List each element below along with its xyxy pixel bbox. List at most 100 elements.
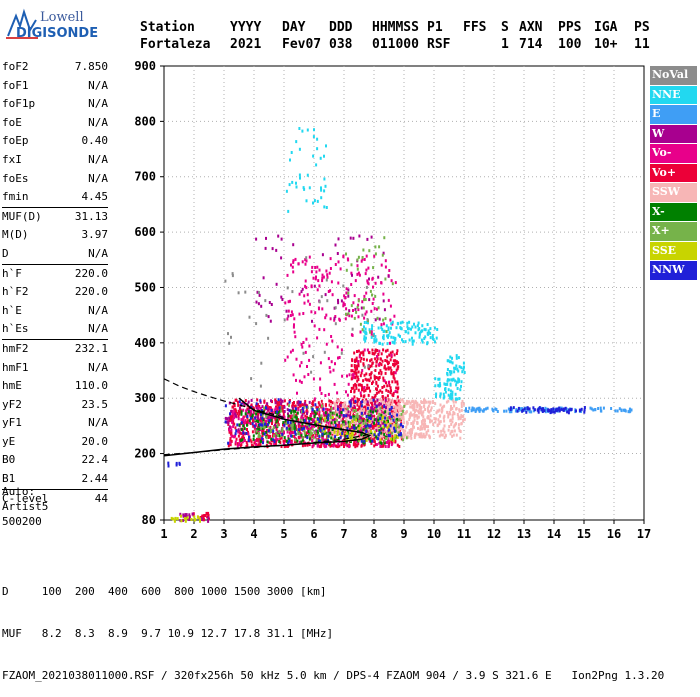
- echo-point-ssw: [397, 428, 400, 432]
- echo-point-w: [283, 410, 286, 413]
- echo-point-x: [246, 423, 248, 427]
- echo-point-w: [315, 429, 318, 433]
- echo-point-x: [265, 430, 268, 434]
- echo-point-nne: [377, 326, 380, 330]
- echo-point-nnw: [283, 423, 286, 427]
- labels-3: DDD: [329, 20, 353, 35]
- echo-point-nnw: [254, 416, 257, 420]
- echo-point-vo: [299, 427, 302, 431]
- echo-point-ssw: [424, 425, 426, 429]
- echo-point-vo: [363, 405, 366, 409]
- echo-point-vo: [287, 300, 290, 304]
- echo-point-nne: [456, 380, 459, 384]
- echo-point-x: [260, 426, 263, 430]
- echo-point-x: [362, 306, 365, 310]
- echo-point-ssw: [402, 416, 405, 420]
- echo-point-nnw: [523, 407, 526, 411]
- echo-point-vo: [356, 408, 359, 412]
- echo-point-vo: [370, 402, 373, 406]
- echo-point-e: [629, 409, 632, 413]
- echo-point-vo: [247, 432, 250, 436]
- echo-point-ssw: [355, 398, 357, 402]
- echo-point-vo: [338, 444, 341, 448]
- echo-point-ssw: [342, 434, 344, 437]
- echo-point-ssw: [427, 400, 430, 404]
- echo-point-vo: [328, 366, 331, 370]
- echo-point-sse: [379, 438, 382, 442]
- echo-point-ssw: [394, 418, 396, 422]
- echo-point-vo: [357, 308, 360, 312]
- echo-point-nnw: [389, 424, 392, 428]
- echo-point-sse: [392, 439, 395, 443]
- param-name: hmF2: [2, 341, 29, 355]
- echo-point-ssw: [413, 418, 416, 422]
- echo-point-nnw: [326, 441, 329, 445]
- echo-point-vo: [258, 405, 261, 408]
- echo-point-vo: [333, 318, 336, 322]
- echo-point-vo: [379, 357, 382, 361]
- echo-point-w: [360, 416, 363, 420]
- echo-point-x: [355, 409, 357, 412]
- echo-point-vo: [234, 440, 237, 444]
- echo-point-nne: [452, 378, 455, 381]
- echo-point-ssw: [448, 425, 451, 428]
- echo-point-vo: [376, 307, 378, 311]
- echo-point-x: [243, 427, 246, 431]
- echo-point-vo: [353, 434, 356, 437]
- echo-point-nne: [460, 384, 462, 388]
- echo-point-vo: [356, 350, 358, 353]
- echo-point-vo: [234, 434, 236, 438]
- echo-point-vo: [371, 437, 374, 441]
- echo-point-vo: [325, 424, 328, 428]
- echo-point-x: [330, 436, 333, 440]
- echo-point-nnw: [259, 399, 262, 403]
- echo-point-nne: [364, 339, 367, 343]
- echo-point-x: [293, 412, 296, 416]
- echo-point-ssw: [387, 402, 390, 406]
- echo-point-vo: [373, 374, 376, 378]
- echo-point-vo: [304, 284, 307, 288]
- echo-point-nne: [288, 183, 291, 187]
- echo-point-nne: [455, 383, 458, 387]
- echo-point-w: [286, 408, 289, 412]
- labels-9: PPS: [558, 20, 582, 35]
- echo-point-w: [280, 402, 282, 405]
- echo-point-vo: [282, 413, 285, 416]
- echo-point-x: [248, 419, 251, 423]
- echo-point-x: [238, 423, 241, 427]
- echo-point-ssw: [403, 402, 406, 406]
- echo-point-vo: [368, 367, 371, 371]
- echo-point-ssw: [423, 404, 426, 408]
- echo-point-vo: [303, 301, 306, 305]
- echo-point-vo: [293, 434, 296, 438]
- echo-point-w: [281, 399, 284, 403]
- echo-point-vo: [363, 258, 366, 261]
- echo-point-nne: [393, 337, 396, 341]
- echo-point-ssw: [334, 403, 337, 407]
- echo-point-nne: [427, 329, 430, 333]
- echo-point-vo: [291, 265, 294, 269]
- echo-point-x: [298, 432, 301, 436]
- echo-point-vo: [331, 293, 334, 297]
- echo-point-w: [359, 421, 362, 425]
- electron-density-profile: [163, 397, 372, 457]
- echo-point-vo: [361, 300, 364, 304]
- echo-point-x: [274, 411, 277, 414]
- echo-point-vo: [280, 436, 283, 440]
- echo-point-nnw: [377, 433, 380, 437]
- echo-point-vo: [297, 406, 300, 410]
- echo-point-e: [620, 408, 623, 412]
- echo-point-x: [355, 426, 358, 430]
- echo-point-w: [285, 309, 288, 313]
- echo-point-x: [345, 440, 348, 444]
- param-value: 22.4: [81, 453, 109, 467]
- echo-point-x: [383, 439, 386, 443]
- echo-point-vo: [316, 411, 318, 415]
- echo-point-vo: [384, 367, 387, 371]
- echo-point-sse: [319, 423, 322, 427]
- legend-item-sse: SSE: [650, 241, 697, 260]
- echo-point-ssw: [378, 405, 381, 409]
- echo-point-x: [270, 418, 273, 422]
- echo-point-x: [262, 418, 265, 422]
- echo-point-noval: [257, 291, 260, 294]
